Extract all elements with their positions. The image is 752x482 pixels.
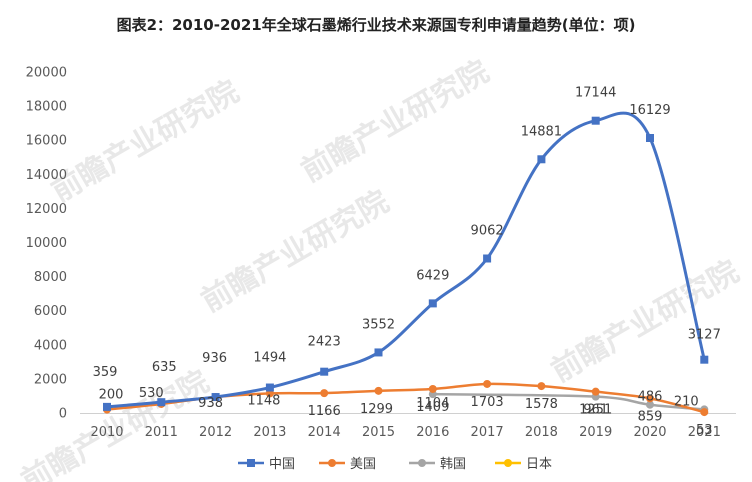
data-point [211, 393, 220, 402]
y-tick-label: 18000 [26, 100, 67, 115]
data-label: 1148 [247, 393, 280, 408]
watermark-text: 前瞻产业研究院 [196, 184, 395, 319]
data-point [537, 155, 546, 164]
data-label: 1104 [416, 396, 449, 411]
data-point [265, 383, 274, 392]
y-tick-label: 10000 [26, 236, 67, 251]
data-label: 1703 [471, 395, 504, 410]
data-point [157, 398, 166, 407]
legend-marker [504, 459, 512, 467]
watermark-text: 前瞻产业研究院 [46, 74, 245, 209]
data-label: 1299 [360, 402, 393, 417]
data-label: 6429 [416, 268, 449, 283]
data-label: 530 [139, 386, 164, 401]
legend-label: 韩国 [440, 457, 466, 472]
data-point [374, 348, 383, 357]
legend-marker [247, 459, 255, 467]
data-label: 1409 [416, 400, 449, 415]
data-point [320, 367, 329, 376]
data-label: 3127 [688, 328, 721, 343]
x-tick-label: 2016 [416, 425, 449, 440]
data-label: 210 [674, 394, 699, 409]
y-tick-label: 0 [59, 407, 67, 422]
legend-label: 日本 [526, 457, 552, 472]
data-point [646, 394, 654, 403]
data-label: 1251 [579, 403, 612, 418]
data-point [428, 384, 437, 393]
data-point [483, 379, 492, 388]
data-point [646, 134, 654, 143]
data-label: 16129 [629, 103, 670, 118]
data-label: 2423 [308, 335, 341, 350]
data-point [320, 389, 329, 398]
x-tick-label: 2012 [199, 425, 232, 440]
data-label: 961 [583, 403, 608, 418]
legend: 中国 美国 韩国 日本 [238, 457, 552, 472]
data-label: 14881 [521, 124, 562, 139]
data-point [646, 400, 654, 409]
legend-label: 中国 [269, 457, 295, 472]
data-point [483, 254, 492, 263]
legend-marker [418, 459, 426, 467]
x-tick-label: 2011 [145, 425, 178, 440]
data-point [537, 382, 546, 391]
x-tick-label: 2017 [471, 425, 504, 440]
data-label: 1578 [525, 397, 558, 412]
x-tick-label: 2020 [633, 425, 666, 440]
x-tick-label: 2021 [688, 425, 721, 440]
legend-marker [328, 459, 336, 467]
x-tick-label: 2015 [362, 425, 395, 440]
series-line [431, 392, 706, 411]
y-tick-label: 2000 [34, 372, 67, 387]
data-label: 3552 [362, 317, 395, 332]
data-point [103, 402, 111, 411]
data-label: 9062 [471, 223, 504, 238]
y-tick-label: 14000 [26, 168, 67, 183]
series-中国 [103, 111, 709, 411]
data-point [700, 408, 709, 417]
y-tick-label: 20000 [26, 66, 67, 81]
legend-label: 美国 [350, 457, 376, 472]
series-line [105, 111, 706, 409]
chart-title: 图表2：2010-2021年全球石墨烯行业技术来源国专利申请量趋势(单位：项) [116, 16, 636, 34]
watermark-text: 前瞻产业研究院 [546, 254, 745, 389]
y-tick-label: 4000 [34, 338, 67, 353]
data-label: 200 [99, 388, 124, 403]
y-tick-label: 16000 [26, 134, 67, 149]
data-label: 17144 [575, 86, 616, 101]
data-label: 1166 [308, 404, 341, 419]
data-label: 359 [93, 365, 118, 380]
y-tick-label: 6000 [34, 304, 67, 319]
x-tick-label: 2014 [308, 425, 341, 440]
x-tick-label: 2018 [525, 425, 558, 440]
data-point [591, 116, 600, 125]
x-tick-label: 2019 [579, 425, 612, 440]
y-tick-label: 12000 [26, 202, 67, 217]
data-point [591, 387, 600, 396]
data-label: 486 [638, 390, 663, 405]
data-point [700, 355, 709, 364]
data-label: 1494 [253, 351, 286, 366]
x-tick-label: 2013 [253, 425, 286, 440]
data-label: 635 [152, 360, 177, 375]
data-point [374, 386, 383, 395]
data-label: 859 [638, 409, 663, 424]
data-label: 53 [696, 423, 713, 438]
data-label: 936 [202, 351, 227, 366]
data-point [428, 299, 437, 308]
data-label: 938 [198, 396, 223, 411]
watermark-text: 前瞻产业研究院 [296, 54, 495, 189]
x-tick-label: 2010 [90, 425, 123, 440]
y-tick-label: 8000 [34, 270, 67, 285]
